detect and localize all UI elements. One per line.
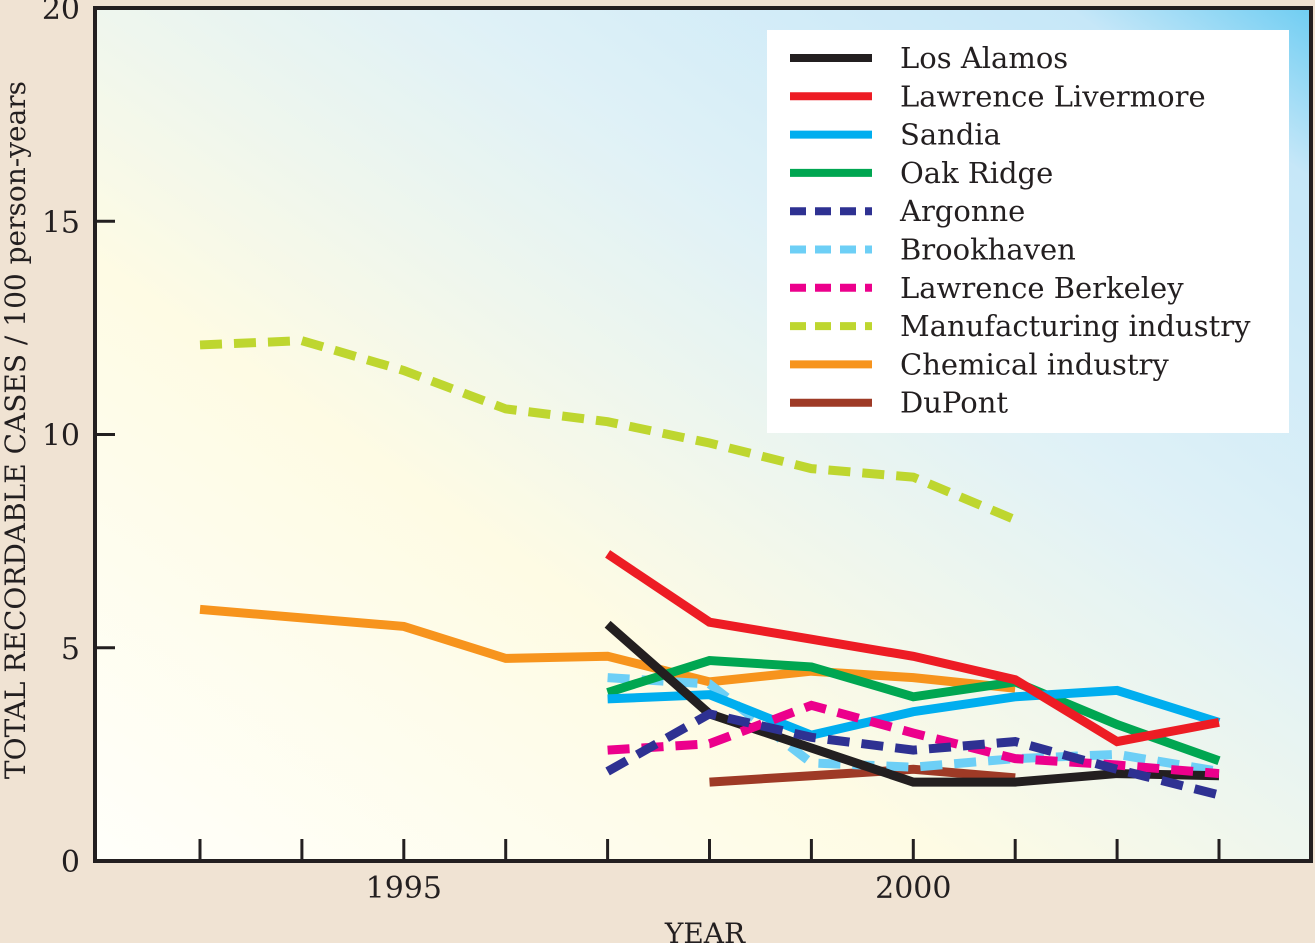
x-tick-label: 2000: [875, 871, 951, 906]
legend-label: Sandia: [900, 118, 1001, 152]
y-axis-title: TOTAL RECORDABLE CASES / 100 person-year…: [0, 81, 32, 779]
legend-label: Chemical industry: [900, 347, 1169, 381]
y-axis: 0 5 10 15 20: [42, 0, 115, 880]
legend-label: Brookhaven: [900, 233, 1076, 267]
legend-label: DuPont: [900, 386, 1008, 420]
legend-label: Lawrence Berkeley: [900, 271, 1184, 305]
x-axis-title: YEAR: [664, 917, 746, 943]
series-line-argonne: [605, 709, 1221, 800]
y-tick-label: 0: [61, 845, 80, 880]
legend-label: Los Alamos: [900, 41, 1068, 75]
series-line-sandia: [607, 685, 1221, 740]
series-line-lawrence-livermore: [605, 550, 1220, 747]
x-tick-label: 1995: [366, 871, 442, 906]
series-line-dupont: [709, 764, 1016, 787]
legend-label: Lawrence Livermore: [900, 79, 1206, 113]
legend: Los Alamos Lawrence Livermore Sandia Oak Ri…: [767, 30, 1289, 433]
y-tick-label: 15: [42, 205, 80, 240]
series-line-chemical-industry: [199, 604, 1016, 693]
y-tick-label: 5: [61, 632, 80, 667]
legend-label: Argonne: [899, 194, 1025, 228]
legend-label: Oak Ridge: [900, 156, 1053, 190]
series-layer: [199, 336, 1221, 800]
legend-label: Manufacturing industry: [900, 309, 1251, 343]
x-axis: 1995 2000: [198, 839, 1221, 906]
series-line-manufacturing-industry: [199, 336, 1017, 524]
series-line-brookhaven: [607, 673, 1220, 776]
y-tick-label: 10: [42, 419, 80, 454]
y-tick-label: 20: [42, 0, 80, 27]
series-line-oak-ridge: [606, 656, 1221, 766]
